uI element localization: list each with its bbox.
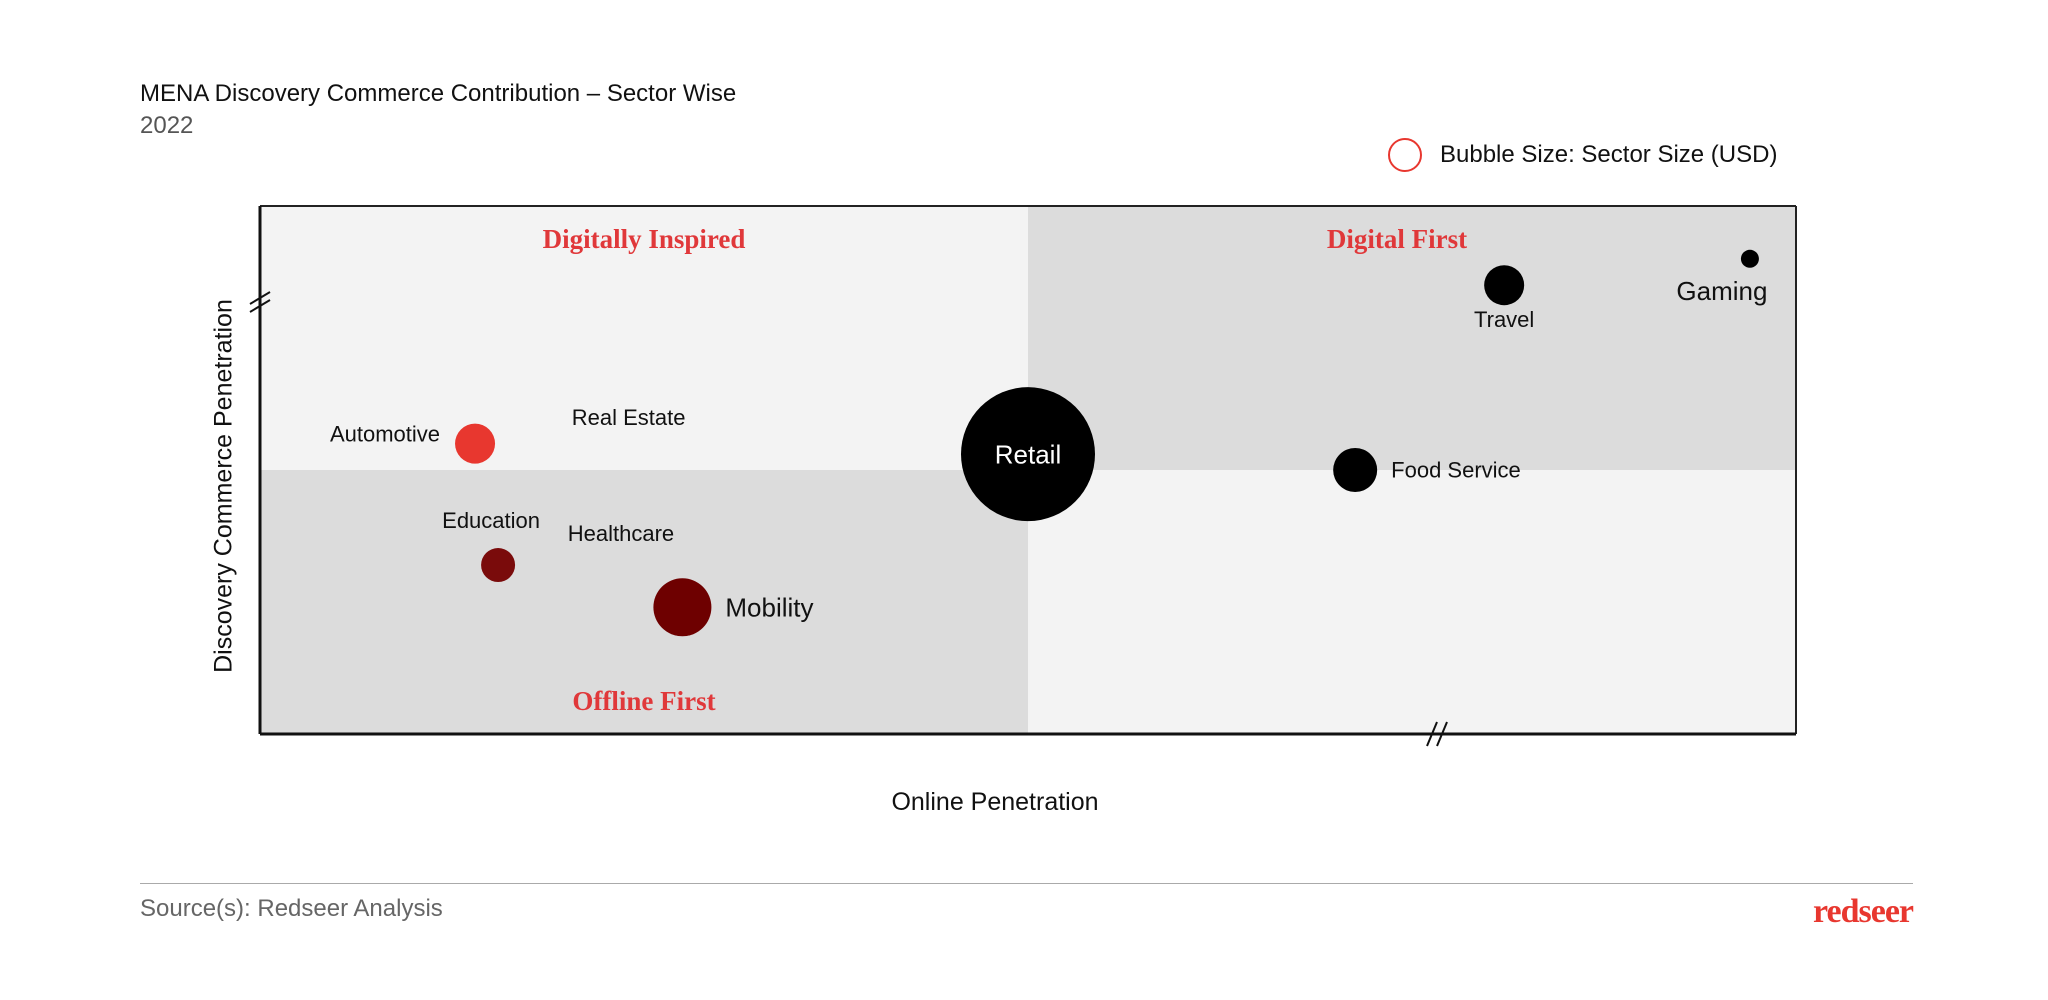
legend-label: Bubble Size: Sector Size (USD)	[1440, 141, 1778, 168]
redseer-logo: redseer	[1813, 893, 1914, 930]
bubble-label-travel: Travel	[1474, 307, 1534, 332]
bubble-food-service	[1333, 448, 1378, 492]
quadrant-top-left	[260, 206, 1028, 470]
bubble-gaming	[1740, 249, 1759, 268]
y-axis-break-mark	[249, 291, 271, 305]
quadrant-label-top-left: Digitally Inspired	[543, 224, 746, 254]
quadrant-bottom-right	[1028, 470, 1796, 734]
quadrant-bottom-left	[260, 470, 1028, 734]
quadrant-top-right	[1028, 206, 1796, 470]
bubble-label-education: Education	[442, 508, 540, 533]
bubble-travel	[1484, 265, 1525, 306]
x-axis-label: Online Penetration	[891, 788, 1099, 816]
bubble-education	[481, 548, 516, 583]
x-axis-break-mark	[1426, 721, 1438, 747]
footer-divider	[140, 883, 1913, 884]
bubble-label-healthcare: Healthcare	[568, 521, 674, 546]
bubble-label-food-service: Food Service	[1391, 458, 1521, 483]
legend: Bubble Size: Sector Size (USD)	[1388, 138, 1777, 172]
source-note: Source(s): Redseer Analysis	[140, 895, 443, 922]
bubble-label-real-estate: Real Estate	[572, 405, 686, 430]
bubble-automotive	[455, 423, 496, 464]
bubble-label-mobility: Mobility	[725, 592, 813, 622]
quadrant-label-top-right: Digital First	[1327, 224, 1467, 254]
bubble-label-automotive: Automotive	[330, 422, 440, 447]
chart-title: MENA Discovery Commerce Contribution – S…	[140, 80, 737, 107]
bubble-mobility	[653, 578, 712, 637]
legend-bubble-icon	[1388, 138, 1422, 172]
x-axis-break-mark	[1436, 721, 1448, 747]
bubble-retail	[961, 387, 1095, 522]
bubble-label-gaming: Gaming	[1676, 276, 1767, 306]
y-axis-label: Discovery Commerce Penetration	[209, 299, 238, 673]
quadrant-label-bottom-left: Offline First	[572, 686, 715, 716]
chart-subtitle: 2022	[140, 112, 194, 139]
y-axis-break-mark	[249, 299, 271, 313]
bubble-label-retail: Retail	[995, 439, 1061, 469]
